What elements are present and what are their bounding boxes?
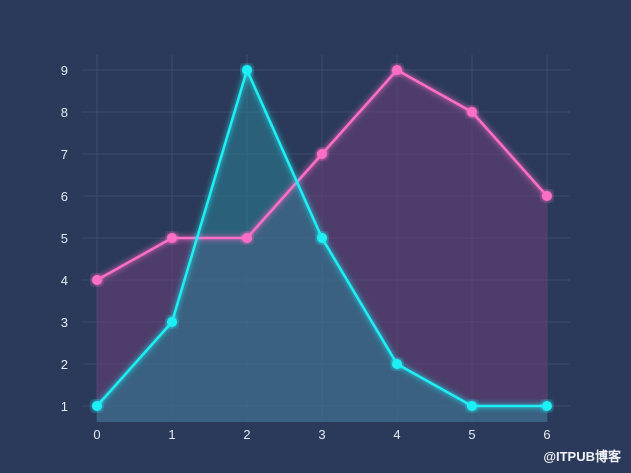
y-tick-label: 2 xyxy=(61,357,68,372)
x-tick-label: 3 xyxy=(318,427,325,442)
axis-tick-labels: 1 2 3 4 5 6 7 8 9 0 1 2 3 4 5 6 xyxy=(61,63,551,442)
series-1-point xyxy=(92,401,102,411)
x-tick-label: 4 xyxy=(393,427,400,442)
series-points xyxy=(92,65,552,411)
series-1-point xyxy=(467,401,477,411)
series-1-point xyxy=(167,317,177,327)
y-tick-label: 9 xyxy=(61,63,68,78)
y-tick-label: 5 xyxy=(61,231,68,246)
y-tick-label: 3 xyxy=(61,315,68,330)
x-tick-label: 1 xyxy=(168,427,175,442)
x-tick-label: 2 xyxy=(243,427,250,442)
series-0-point xyxy=(167,233,177,243)
series-0-point xyxy=(92,275,102,285)
y-tick-label: 6 xyxy=(61,189,68,204)
x-tick-label: 0 xyxy=(93,427,100,442)
series-0-point xyxy=(542,191,552,201)
y-tick-label: 8 xyxy=(61,105,68,120)
series-1-point xyxy=(392,359,402,369)
series-0-point xyxy=(392,65,402,75)
series-1-point xyxy=(317,233,327,243)
y-tick-label: 1 xyxy=(61,399,68,414)
series-areas xyxy=(97,70,547,422)
x-tick-label: 5 xyxy=(468,427,475,442)
series-0-point xyxy=(467,107,477,117)
series-0-point xyxy=(242,233,252,243)
series-1-point xyxy=(242,65,252,75)
series-1-area xyxy=(97,70,547,422)
series-0-point xyxy=(317,149,327,159)
series-1-point xyxy=(542,401,552,411)
watermark: @ITPUB博客 xyxy=(543,449,621,464)
y-tick-label: 7 xyxy=(61,147,68,162)
x-tick-label: 6 xyxy=(543,427,550,442)
y-tick-label: 4 xyxy=(61,273,68,288)
